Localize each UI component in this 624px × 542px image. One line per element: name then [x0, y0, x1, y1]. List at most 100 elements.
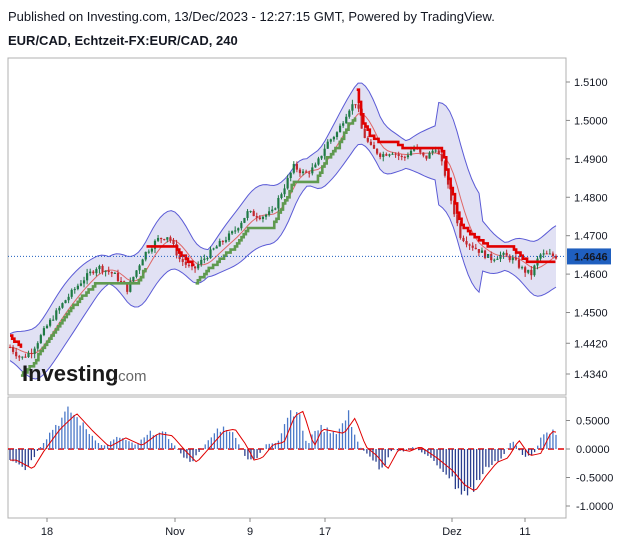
candle-body	[129, 281, 132, 292]
candle-body	[280, 194, 283, 198]
candle	[163, 238, 166, 241]
candle	[203, 254, 206, 264]
candle	[227, 230, 231, 243]
candle	[508, 254, 511, 263]
candle-body	[517, 259, 521, 268]
published-caption: Published on Investing.com, 13/Dec/2023 …	[8, 9, 495, 24]
candle-body	[277, 197, 280, 209]
candle	[292, 161, 295, 175]
candle	[92, 270, 95, 275]
candle-body	[227, 233, 231, 241]
candle	[64, 299, 67, 304]
candle-body	[197, 264, 200, 269]
candle-body	[379, 153, 382, 157]
candle-body	[477, 249, 480, 253]
candle	[67, 293, 70, 304]
candle	[332, 135, 335, 142]
candle	[431, 148, 434, 156]
candle-body	[471, 245, 474, 248]
candle-body	[169, 237, 172, 241]
candle-body	[366, 137, 369, 142]
osc-tick-label: -0.5000	[576, 473, 613, 485]
candle	[141, 258, 144, 266]
candle	[240, 220, 243, 231]
candle-body	[295, 163, 298, 170]
candle-body	[82, 280, 86, 284]
candle-body	[289, 172, 292, 179]
candle	[301, 169, 305, 176]
candle	[280, 192, 283, 200]
candle	[249, 210, 252, 214]
candle-body	[274, 208, 277, 210]
logo-suffix: .com	[114, 368, 147, 385]
candle	[119, 276, 123, 283]
candle	[107, 266, 110, 275]
candle-body	[61, 303, 64, 308]
candle-body	[150, 248, 153, 252]
candle-body	[64, 300, 67, 304]
time-axis: 18 Nov 9 17 Dez 11	[41, 518, 531, 538]
candle	[49, 318, 52, 328]
candle	[234, 226, 237, 234]
candle-body	[8, 347, 12, 349]
candle-body	[474, 247, 477, 250]
price-tick-label: 1.4340	[574, 369, 608, 381]
candle	[419, 148, 422, 155]
candle	[548, 248, 551, 255]
stop-segment-4	[356, 88, 556, 264]
candle-body	[480, 250, 484, 253]
candle-body	[246, 211, 249, 218]
stop-segment-3	[195, 117, 357, 285]
time-tick-label: 17	[319, 526, 331, 538]
candle-body	[502, 252, 505, 255]
candle	[317, 156, 320, 166]
candle-body	[147, 251, 150, 253]
candle	[252, 209, 255, 217]
candle	[533, 264, 536, 277]
candle	[138, 264, 141, 275]
candle-body	[431, 150, 434, 153]
candle	[129, 277, 132, 293]
candle	[61, 302, 64, 309]
candle-body	[520, 267, 524, 269]
candle-body	[403, 156, 406, 158]
candle	[206, 256, 209, 261]
candle-body	[369, 141, 373, 145]
candle	[351, 99, 354, 115]
candle-body	[119, 280, 123, 282]
candle-body	[86, 273, 89, 281]
candle-body	[24, 356, 27, 358]
candle-body	[18, 356, 21, 358]
candle-body	[184, 261, 187, 265]
candle-body	[264, 214, 268, 217]
candle-body	[317, 158, 320, 165]
candle	[403, 155, 406, 161]
candle-body	[234, 230, 237, 232]
candle-body	[465, 241, 468, 245]
candle-body	[132, 276, 135, 282]
candle-body	[323, 148, 326, 156]
candle	[36, 341, 39, 352]
candle-body	[200, 259, 203, 265]
candle-body	[33, 348, 36, 354]
candle	[30, 348, 33, 359]
price-tick-label: 1.4900	[574, 154, 608, 166]
signal-line	[10, 410, 557, 491]
candle-body	[453, 200, 456, 215]
candle-body	[243, 217, 246, 223]
candle-body	[462, 237, 465, 242]
candle	[345, 113, 348, 124]
candle-body	[144, 251, 147, 260]
candle	[274, 207, 277, 211]
candle-body	[419, 148, 422, 153]
candle-body	[311, 167, 314, 174]
candle	[79, 280, 83, 287]
candle	[483, 249, 487, 260]
candle-body	[351, 104, 354, 111]
candle-body	[342, 123, 345, 126]
candle	[388, 153, 391, 158]
candle-body	[166, 237, 169, 240]
candle	[354, 104, 357, 109]
candle-body	[511, 257, 514, 261]
